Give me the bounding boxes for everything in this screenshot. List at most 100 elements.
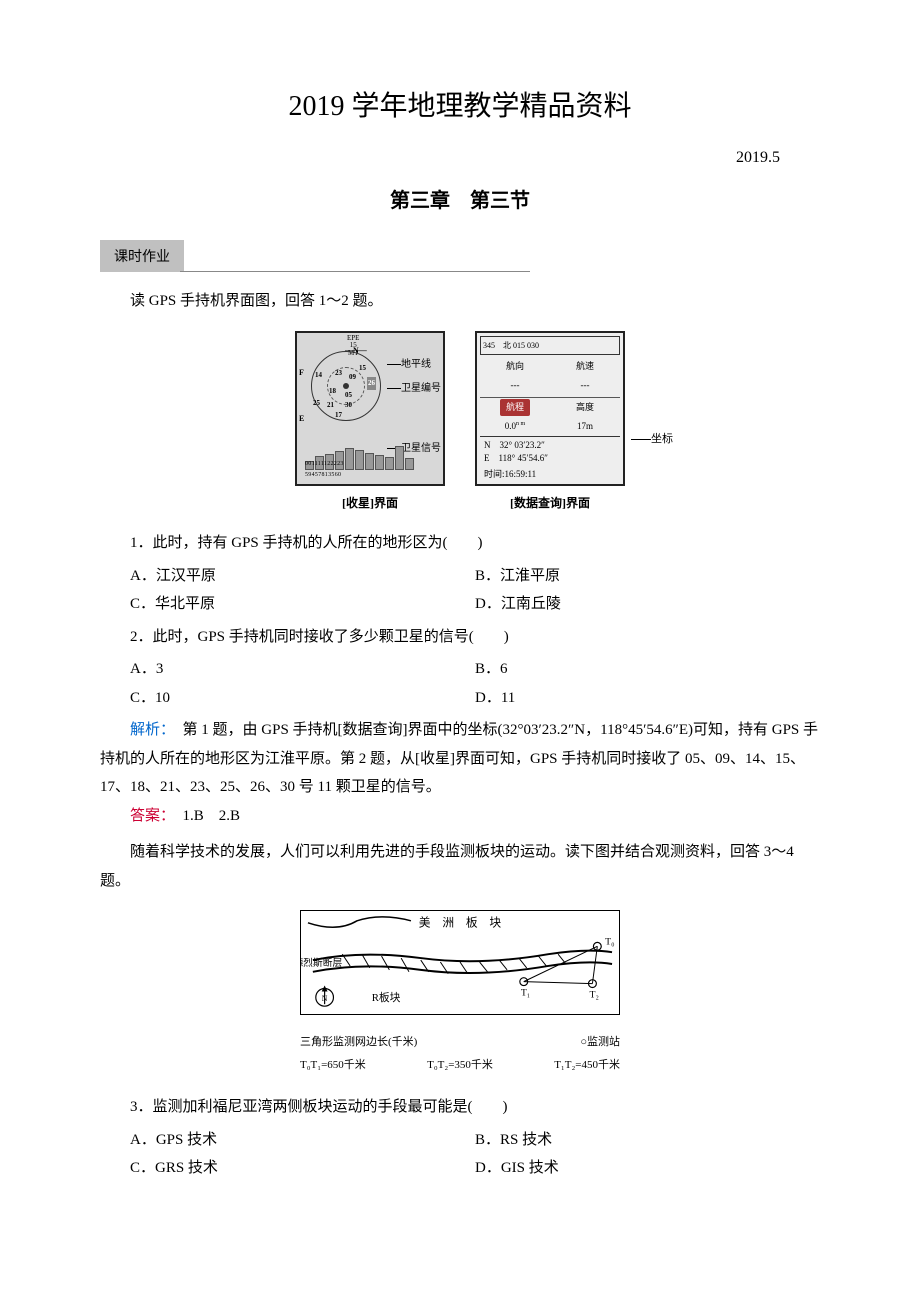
q1-B: B．江淮平原	[475, 562, 820, 591]
sat-23: 23	[335, 367, 342, 380]
intro-1: 读 GPS 手持机界面图，回答 1～2 题。	[100, 287, 820, 316]
bar-6	[365, 453, 374, 470]
q1-A: A．江汉平原	[130, 562, 475, 591]
analysis-text: 第 1 题，由 GPS 手持机[数据查询]界面中的坐标(32°03′23.2″N…	[100, 722, 818, 795]
gps-left-screen: EPE 15 MT —N— F E 14 23 09 26 15 18	[295, 331, 445, 486]
bar-label-top: 001111122223	[305, 459, 344, 470]
edge-t1t2	[524, 982, 593, 984]
chapter-title: 第三章 第三节	[100, 182, 820, 220]
legend-left: 三角形监测网边长(千米)	[300, 1032, 417, 1053]
time-row: 时间:16:59:11	[480, 466, 620, 483]
heading-label: 航向	[480, 357, 550, 376]
coord-box: N 32° 03′23.2″ E 118° 45′54.6″	[480, 436, 620, 466]
answer-text: 1.B 2.B	[168, 808, 241, 824]
analysis-label: 解析：	[130, 722, 168, 738]
fault-top	[313, 951, 612, 962]
q3-A: A．GPS 技术	[130, 1126, 475, 1155]
sat-15: 15	[359, 362, 366, 375]
bar-4	[345, 448, 354, 470]
sat-17: 17	[335, 409, 342, 422]
plate-svg: 美 洲 板 块 圣安德烈斯断层 T₀ T₁ T₂	[300, 910, 620, 1015]
trip-button: 航程	[500, 399, 530, 416]
trip-val: 0.0n m	[480, 417, 550, 436]
bar-9	[395, 446, 404, 470]
sat-25: 25	[313, 397, 320, 410]
q3-options: A．GPS 技术 B．RS 技术 C．GRS 技术 D．GIS 技术	[100, 1126, 820, 1183]
q1-D: D．江南丘陵	[475, 590, 820, 619]
sat-30: 30	[345, 399, 352, 412]
dist-3: T₁T₂=450千米	[554, 1055, 620, 1076]
plate-distances: T₀T₁=650千米 T₀T₂=350千米 T₁T₂=450千米	[300, 1055, 620, 1076]
analysis-1: 解析： 第 1 题，由 GPS 手持机[数据查询]界面中的坐标(32°03′23…	[100, 716, 820, 802]
coord-pointer: 坐标	[631, 429, 673, 450]
dist-2: T₀T₂=350千米	[427, 1055, 493, 1076]
section-underline	[180, 271, 530, 272]
label-satnum: 卫星编号	[387, 379, 441, 398]
mid-grid: 航向 航速 --- ---	[480, 357, 620, 395]
t2-label: T₂	[589, 990, 598, 1001]
bar-label-bot: 59457813560	[305, 470, 344, 481]
trip-cell: 航程	[480, 398, 550, 417]
compass-n: N	[322, 995, 328, 1004]
sat-09: 09	[349, 371, 356, 384]
bar-5	[355, 450, 364, 470]
q1-stem: 1．此时，持有 GPS 手持机的人所在的地形区为( )	[100, 529, 820, 558]
sat-14: 14	[315, 369, 322, 382]
legend-right: ○监测站	[580, 1032, 620, 1053]
fault-bot	[313, 963, 612, 974]
t0-label: T₀	[605, 937, 614, 948]
r-plate-label: R板块	[372, 992, 401, 1005]
lon: E 118° 45′54.6″	[484, 452, 616, 465]
t1-label: T₁	[521, 988, 530, 999]
main-title: 2019 学年地理教学精品资料	[100, 80, 820, 133]
sat-26: 26	[367, 377, 376, 390]
answer-1: 答案： 1.B 2.B	[100, 802, 820, 831]
plate-figure: 美 洲 板 块 圣安德烈斯断层 T₀ T₁ T₂	[100, 910, 820, 1078]
q2-options: A．3 B．6 C．10 D．11	[100, 655, 820, 712]
intro-2: 随着科学技术的发展，人们可以利用先进的手段监测板块的运动。读下图并结合观测资料，…	[100, 838, 820, 895]
section-label-text: 课时作业	[100, 240, 184, 273]
bar-labels: 001111122223 59457813560	[305, 459, 344, 482]
section-label: 课时作业	[100, 240, 820, 273]
sat-18: 18	[329, 385, 336, 398]
q2-B: B．6	[475, 655, 820, 684]
gps-figure: EPE 15 MT —N— F E 14 23 09 26 15 18	[100, 331, 820, 515]
bar-7	[375, 455, 384, 470]
compass-row: 345 北 015 030	[480, 336, 620, 355]
alt-label: 高度	[550, 398, 620, 417]
speed-label: 航速	[550, 357, 620, 376]
label-horizon: 地平线	[387, 355, 431, 374]
dir-f: F	[299, 365, 304, 380]
q2-D: D．11	[475, 684, 820, 713]
answer-label: 答案：	[130, 808, 168, 824]
q3-stem: 3．监测加利福尼亚湾两侧板块运动的手段最可能是( )	[100, 1093, 820, 1122]
sat-21: 21	[327, 399, 334, 412]
q1-C: C．华北平原	[130, 590, 475, 619]
heading-val: ---	[480, 376, 550, 395]
plate-top-label: 美 洲 板 块	[419, 916, 502, 930]
q3-B: B．RS 技术	[475, 1126, 820, 1155]
gps-right-screen: 345 北 015 030 航向 航速 --- --- 航程 高度 0.0n m…	[475, 331, 625, 486]
q2-stem: 2．此时，GPS 手持机同时接收了多少颗卫星的信号( )	[100, 623, 820, 652]
fault-label: 圣安德烈斯断层	[300, 956, 342, 969]
dist-1: T₀T₁=650千米	[300, 1055, 366, 1076]
q2-A: A．3	[130, 655, 475, 684]
q3-C: C．GRS 技术	[130, 1154, 475, 1183]
dir-e: E	[299, 411, 304, 426]
gps-right-caption: [数据查询]界面	[510, 492, 590, 515]
coast-top	[308, 917, 411, 927]
bar-10	[405, 458, 414, 470]
gps-left-panel: EPE 15 MT —N— F E 14 23 09 26 15 18	[295, 331, 445, 515]
edge-t0t2	[592, 947, 597, 984]
plate-legend: 三角形监测网边长(千米) ○监测站	[300, 1032, 620, 1053]
q2-C: C．10	[130, 684, 475, 713]
bar-8	[385, 457, 394, 470]
date: 2019.5	[100, 143, 820, 173]
lat: N 32° 03′23.2″	[484, 439, 616, 452]
alt-val: 17m	[550, 417, 620, 436]
speed-val: ---	[550, 376, 620, 395]
mid-grid-2: 航程 高度 0.0n m 17m	[480, 397, 620, 436]
q1-options: A．江汉平原 B．江淮平原 C．华北平原 D．江南丘陵	[100, 562, 820, 619]
q3-D: D．GIS 技术	[475, 1154, 820, 1183]
gps-left-caption: [收星]界面	[342, 492, 398, 515]
